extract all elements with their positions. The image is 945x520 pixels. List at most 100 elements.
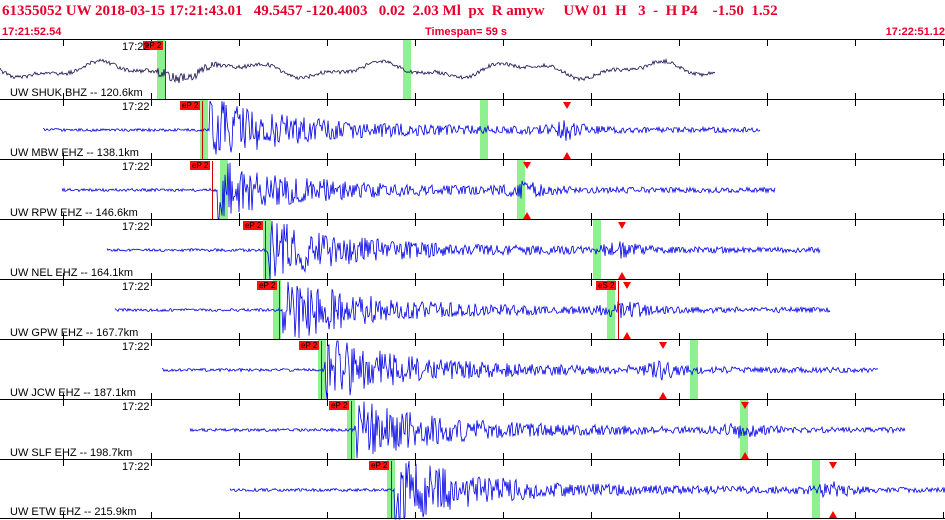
- time-tick: [239, 393, 240, 399]
- p-pick-line[interactable]: [212, 161, 213, 219]
- time-tick: [63, 453, 64, 459]
- time-tick: [239, 512, 240, 518]
- p-pick-label[interactable]: eP 2: [190, 161, 211, 170]
- time-tick: [591, 100, 592, 106]
- time-tick: [239, 280, 240, 286]
- time-tick: [503, 160, 504, 166]
- s-marker-bottom-icon: [659, 392, 667, 399]
- time-tick: [239, 453, 240, 459]
- arrival-window: [517, 160, 525, 219]
- time-tick: [855, 40, 856, 46]
- arrival-window: [403, 40, 411, 99]
- s-marker-bottom-icon: [623, 332, 631, 339]
- time-tick: [855, 280, 856, 286]
- time-tick: [151, 512, 152, 518]
- p-pick-label[interactable]: eP 2: [243, 221, 264, 230]
- time-tick: [415, 93, 416, 99]
- time-tick: [415, 160, 416, 166]
- time-label: 17:22: [122, 461, 150, 473]
- time-tick: [591, 280, 592, 286]
- trace-panel-mbw[interactable]: eP 2 17:22 UW MBW EHZ -- 138.1km: [0, 99, 945, 159]
- time-tick: [767, 273, 768, 279]
- p-pick-label[interactable]: eP 2: [180, 101, 201, 110]
- p-pick-line[interactable]: [351, 401, 352, 459]
- p-pick-label[interactable]: eP 2: [257, 281, 278, 290]
- time-tick: [943, 512, 944, 518]
- time-tick: [855, 333, 856, 339]
- p-pick-label[interactable]: eP 2: [299, 341, 320, 350]
- waveform: [0, 58, 716, 84]
- s-marker-top-icon: [829, 462, 837, 469]
- trace-panel-rpw[interactable]: eP 2 17:22 UW RPW EHZ -- 146.6km: [0, 159, 945, 220]
- time-tick: [855, 273, 856, 279]
- start-time: 17:21:52.54: [2, 26, 62, 38]
- time-tick: [943, 400, 944, 406]
- time-tick: [855, 213, 856, 219]
- waveform-line: [61, 162, 776, 220]
- waveform: [161, 340, 879, 400]
- trace-panel-gpw[interactable]: eP 2 eS 2 17:22 UW GPW EHZ -- 167.7km: [0, 279, 945, 339]
- p-pick-label[interactable]: eP 2: [143, 41, 164, 50]
- time-tick: [63, 340, 64, 346]
- time-tick: [855, 220, 856, 226]
- s-pick-line[interactable]: [618, 281, 619, 339]
- trace-panel-slf[interactable]: eP 2 17:22 UW SLF EHZ -- 198.7km: [0, 399, 945, 459]
- time-tick: [855, 340, 856, 346]
- trace-panel-nel[interactable]: eP 2 17:22 UW NEL EHZ -- 164.1km: [0, 219, 945, 280]
- s-pick-label[interactable]: eS 2: [596, 281, 617, 290]
- trace-panel-shuk[interactable]: eP 2 17:22 UW SHUK BHZ -- 120.6km: [0, 39, 945, 99]
- time-tick: [503, 273, 504, 279]
- waveform: [229, 460, 945, 520]
- p-pick-label[interactable]: eP 2: [329, 401, 350, 410]
- time-tick: [679, 340, 680, 346]
- p-pick-line[interactable]: [321, 341, 322, 399]
- time-tick: [239, 100, 240, 106]
- time-tick: [503, 333, 504, 339]
- time-tick: [151, 160, 152, 166]
- time-tick: [63, 393, 64, 399]
- station-label: UW NEL EHZ -- 164.1km: [10, 267, 134, 279]
- station-label: UW MBW EHZ -- 138.1km: [10, 147, 139, 159]
- time-tick: [591, 340, 592, 346]
- time-tick: [855, 153, 856, 159]
- timespan-label: Timespan= 59 s: [425, 26, 508, 38]
- arrival-window: [607, 280, 615, 339]
- s-marker-bottom-icon: [741, 452, 749, 459]
- p-pick-label[interactable]: eP 2: [369, 461, 390, 470]
- time-tick: [591, 453, 592, 459]
- p-pick-line[interactable]: [279, 281, 280, 339]
- time-tick: [327, 280, 328, 286]
- time-tick: [239, 160, 240, 166]
- time-tick: [327, 153, 328, 159]
- time-tick: [767, 160, 768, 166]
- time-tick: [943, 280, 944, 286]
- p-pick-line[interactable]: [202, 101, 203, 159]
- time-tick: [151, 220, 152, 226]
- time-tick: [239, 220, 240, 226]
- time-tick: [943, 340, 944, 346]
- trace-panel-jcw[interactable]: eP 2 17:22 UW JCW EHZ -- 187.1km: [0, 339, 945, 400]
- time-tick: [239, 460, 240, 466]
- time-tick: [855, 400, 856, 406]
- time-tick: [943, 273, 944, 279]
- p-pick-line[interactable]: [391, 461, 392, 518]
- p-pick-line[interactable]: [265, 221, 266, 279]
- time-tick: [503, 100, 504, 106]
- station-label: UW JCW EHZ -- 187.1km: [10, 387, 136, 399]
- time-tick: [679, 100, 680, 106]
- time-tick: [767, 213, 768, 219]
- p-pick-line[interactable]: [165, 41, 166, 99]
- time-tick: [415, 153, 416, 159]
- waveform: [61, 162, 776, 220]
- time-tick: [63, 280, 64, 286]
- time-tick: [415, 100, 416, 106]
- time-tick: [151, 453, 152, 459]
- time-tick: [679, 453, 680, 459]
- trace-panel-etw[interactable]: eP 2 17:22 UW ETW EHZ -- 215.9km: [0, 459, 945, 520]
- time-label: 17:22: [122, 401, 150, 413]
- time-tick: [327, 100, 328, 106]
- time-tick: [415, 333, 416, 339]
- time-tick: [679, 400, 680, 406]
- time-tick: [63, 460, 64, 466]
- time-tick: [151, 100, 152, 106]
